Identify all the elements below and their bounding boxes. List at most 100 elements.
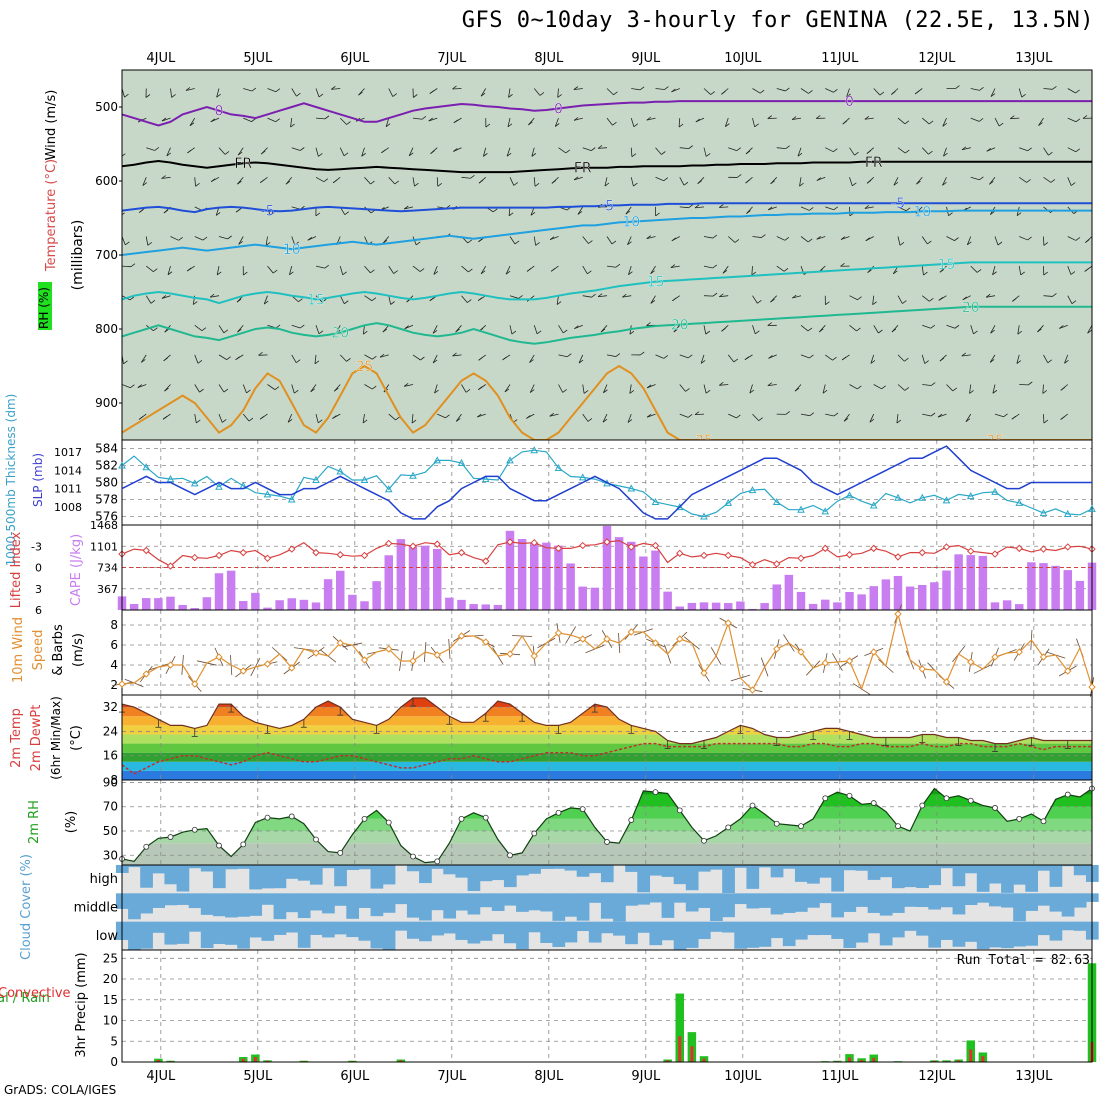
cloud-cell: [916, 865, 929, 889]
cloud-cell: [819, 865, 832, 878]
lifted-index-tick-label: 0: [35, 562, 42, 575]
wind-barb: [992, 384, 996, 394]
wind-barb: [582, 147, 592, 152]
wind-barb-flag: [514, 240, 520, 245]
chart-title: GFS 0~10day 3-hourly for GENINA (22.5E, …: [461, 8, 1094, 33]
wind-barb-flag: [116, 417, 120, 420]
wind-barb-flag: [745, 150, 751, 155]
wind-barb-flag: [238, 240, 243, 245]
wind-barb-flag: [539, 92, 545, 96]
wind-barb-flag: [833, 148, 838, 153]
wind-barb-flag: [289, 271, 294, 276]
cape-bar: [166, 596, 175, 610]
wind-speed-line-marker: [627, 628, 635, 636]
wind-barb-flag: [1059, 325, 1064, 329]
wind-barb-flag: [578, 359, 584, 364]
wind-barb-flag: [1075, 118, 1081, 123]
rh-legend-label: RH (%): [37, 287, 51, 329]
wind-barb-flag: [722, 270, 728, 274]
wind-speed-line-marker: [191, 680, 199, 688]
wind-barb: [315, 325, 320, 334]
wind-speed-line-marker: [239, 667, 247, 675]
wind-barb: [1019, 176, 1027, 183]
wind-barb-flag: [251, 87, 257, 92]
wind-barb: [267, 88, 277, 93]
wind-barb: [412, 177, 415, 187]
wind-barb-flag: [1084, 268, 1089, 272]
temperature-contour: [122, 100, 1092, 127]
cloud-cell: [431, 865, 444, 869]
wind-barb-flag: [587, 270, 592, 275]
contour-label: 10: [622, 215, 640, 231]
cape-bar: [372, 581, 381, 610]
wind-barb: [331, 88, 341, 90]
wind-speed-line-marker: [1064, 667, 1072, 675]
wind-barb: [509, 177, 515, 186]
wind-speed-line-marker: [142, 670, 150, 678]
wind-barb-flag: [393, 270, 398, 274]
wind-barb-flag: [465, 388, 471, 393]
wind-barb-flag: [754, 123, 759, 128]
cape-bar: [1075, 580, 1085, 610]
wind-barb: [922, 413, 932, 417]
cloud-cell: [358, 893, 372, 908]
wind-barb-flag: [528, 121, 533, 126]
wind-barb-flag: [954, 237, 959, 241]
cloud-cell: [625, 921, 638, 945]
cloud-cell: [794, 865, 808, 882]
rh-line-marker: [385, 819, 392, 826]
wind-barb: [679, 177, 685, 186]
wind-barb: [727, 354, 735, 363]
wind-barb-flag: [768, 206, 773, 211]
wind-barb-flag: [767, 115, 773, 119]
cloud-cell: [249, 921, 263, 938]
wind-barb: [703, 265, 713, 269]
lifted-index-line-marker: [651, 541, 660, 550]
cloud-cell: [734, 921, 748, 949]
wind-barb-flag: [639, 86, 645, 91]
wind-barb: [822, 384, 826, 394]
cloud-cell: [879, 865, 893, 878]
precip-convective-bar: [666, 1060, 670, 1062]
cloud-cell: [637, 865, 651, 893]
cloud-cell: [1025, 893, 1039, 911]
cloud-cell: [334, 865, 347, 887]
wind-barb: [797, 147, 802, 157]
wind-barb: [477, 413, 486, 418]
thickness-axis-label: 1000-500mb Thickness (dm): [4, 394, 18, 567]
cloud-cell: [673, 921, 687, 950]
wind-barb-flag: [189, 122, 195, 127]
wind-barb: [558, 384, 564, 393]
temp-band: [122, 770, 1092, 780]
lifted-index-line-marker: [530, 539, 538, 547]
wind-barb-flag: [243, 271, 248, 276]
thickness-line-marker: [869, 501, 878, 509]
lifted-index-line-marker: [1015, 544, 1023, 553]
lifted-index-line-marker: [263, 554, 272, 562]
wind-barb-flag: [295, 359, 301, 364]
wind-barb: [873, 384, 882, 390]
cloud-cell: [916, 921, 929, 936]
wind-barb-flag: [832, 356, 837, 361]
cloud-cell: [212, 893, 226, 917]
wind-barb: [218, 325, 225, 334]
wind-barb: [825, 354, 833, 361]
wind-barb: [627, 236, 632, 245]
wind-barb: [655, 354, 664, 359]
cape-bar: [857, 594, 866, 610]
cloud-cell: [758, 893, 772, 908]
wind-barb: [364, 354, 373, 360]
wind-barb: [161, 117, 171, 122]
cape-bar: [1039, 563, 1048, 610]
wind-barb: [508, 88, 511, 98]
wind-barb: [872, 295, 875, 305]
lifted-index-line-marker: [482, 557, 490, 565]
wind-barb: [1019, 236, 1028, 241]
wind-barb: [751, 266, 753, 276]
wind-barb-flag: [372, 385, 377, 390]
cloud-cell: [916, 893, 929, 908]
cape-bar: [360, 601, 369, 610]
pressure-tick-label: 500: [95, 100, 118, 114]
wind-barb-flag: [721, 90, 726, 95]
cape-bar: [893, 575, 903, 610]
